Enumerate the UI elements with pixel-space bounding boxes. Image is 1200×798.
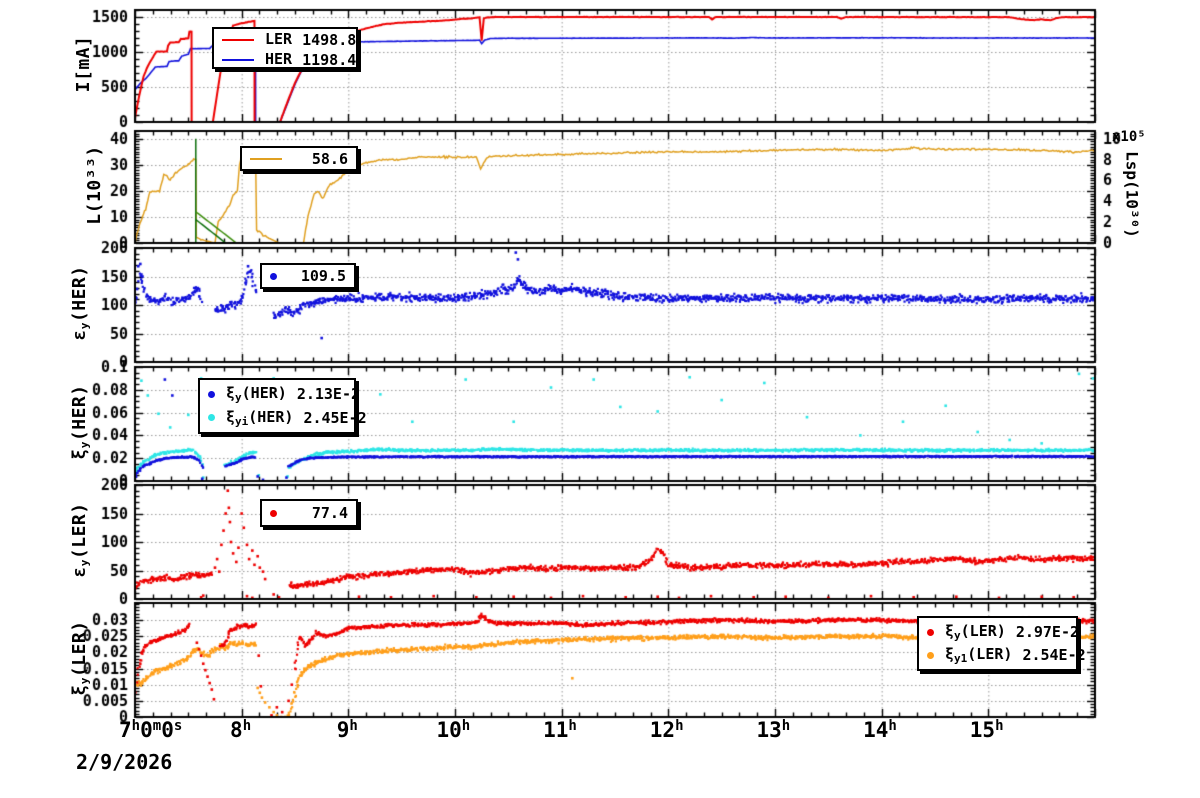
legend-value: 2.54E-2	[1022, 646, 1086, 664]
legend-row-lum: 58.6	[250, 150, 348, 168]
x-tick-label: 9h	[336, 718, 358, 742]
x-tick-label: 11h	[543, 718, 577, 742]
legend-value: 58.6	[311, 149, 348, 168]
legend-row-xiyi-her: ξyi(HER) 2.45E-2	[208, 407, 367, 428]
legend-value: 109.5	[300, 267, 346, 285]
legend-row-ler: LER 1498.8	[222, 30, 356, 50]
x-tick-label: 8h	[230, 718, 252, 742]
legend-label: HER	[265, 50, 293, 68]
legend-label: ξyi(HER)	[226, 407, 294, 428]
legend-ey-ler: 77.4	[260, 499, 358, 527]
legend-label: LER	[265, 30, 293, 48]
right-axis-title-lsp: Lsp(10³⁰)	[1122, 151, 1142, 238]
legend-label: ξy1(LER)	[945, 645, 1013, 665]
legend-value: 2.13E-2	[296, 385, 361, 404]
cyan-dot-marker-icon	[208, 414, 215, 422]
x-axis-labels: 7h0m0s 8h 9h 10h 11h 12h 13h 14h 15h	[0, 718, 1200, 752]
red-dot-marker-icon	[927, 628, 934, 636]
x-tick-label: 14h	[863, 718, 897, 742]
legend-value: 1498.8	[302, 31, 357, 49]
legend-ey-her: 109.5	[260, 263, 356, 289]
legend-current: LER 1498.8 HER 1198.4	[212, 27, 358, 69]
legend-xiy-her: ξy(HER) 2.13E-2 ξyi(HER) 2.45E-2	[198, 378, 367, 434]
blue-dot-marker-icon	[208, 390, 215, 398]
legend-label: ξy(LER)	[945, 622, 1006, 642]
legend-value: 1198.4	[302, 51, 357, 69]
date-label: 2/9/2026	[76, 750, 173, 774]
x-tick-label: 10h	[436, 718, 471, 742]
legend-row-ey-her: 109.5	[270, 267, 346, 285]
legend-value: 2.97E-2	[1015, 623, 1080, 641]
legend-value: 77.4	[311, 504, 348, 522]
red-dot-marker-icon	[270, 509, 277, 517]
legend-value: 2.45E-2	[303, 408, 367, 427]
luminosity-line-marker-icon	[250, 157, 282, 160]
x-tick-label: 15h	[969, 718, 1004, 742]
her-line-marker-icon	[222, 59, 254, 61]
blue-dot-marker-icon	[270, 272, 277, 280]
legend-row-xiy1-ler: ξy1(LER) 2.54E-2	[927, 645, 1086, 665]
legend-label: ξy(HER)	[226, 384, 287, 405]
legend-row-ey-ler: 77.4	[270, 504, 348, 522]
orange-dot-marker-icon	[927, 651, 934, 659]
legend-row-xiy-her: ξy(HER) 2.13E-2	[208, 384, 360, 405]
ler-line-marker-icon	[222, 39, 254, 41]
legend-row-xiy-ler: ξy(LER) 2.97E-2	[927, 622, 1079, 642]
x-tick-label: 12h	[649, 718, 684, 742]
legend-xiy-ler: ξy(LER) 2.97E-2 ξy1(LER) 2.54E-2	[917, 616, 1086, 671]
x-tick-label: 13h	[756, 718, 791, 742]
right-axis-multiplier: x10⁵	[1112, 129, 1146, 145]
legend-row-her: HER 1198.4	[222, 50, 356, 70]
legend-luminosity: 58.6	[240, 146, 358, 171]
x-tick-label: 7h0m0s	[119, 718, 183, 742]
